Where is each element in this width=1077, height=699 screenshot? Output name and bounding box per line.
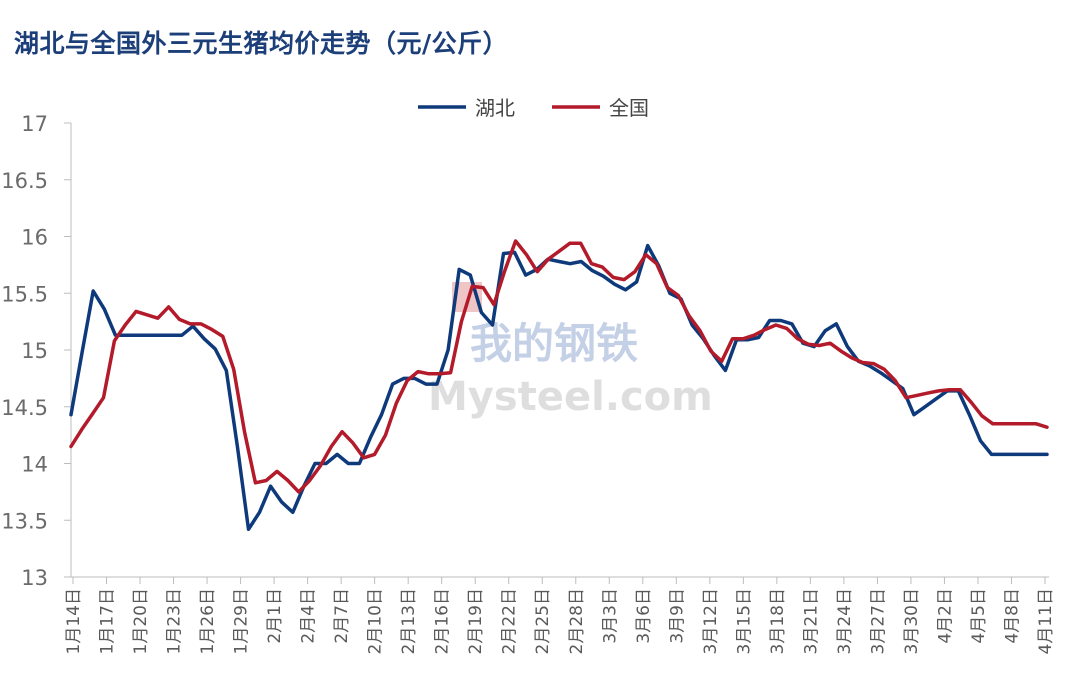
x-tick-label: 2月19日	[466, 588, 486, 654]
x-tick-label: 1月26日	[198, 588, 218, 654]
legend-label-national: 全国	[609, 96, 649, 120]
y-tick-label: 17	[21, 112, 48, 136]
x-tick-label: 3月3日	[600, 588, 620, 644]
y-tick-label: 14	[21, 453, 48, 477]
y-tick-label: 13	[21, 566, 48, 590]
x-tick-label: 1月23日	[165, 588, 185, 654]
series-line-hubei	[69, 243, 1049, 532]
x-tick-label: 1月20日	[131, 588, 151, 654]
series-group	[69, 239, 1049, 532]
x-axis: 1月14日 1月17日 1月20日 1月23日 1月26日 1月29日 2月1日 2月4日 2月…	[64, 577, 1056, 654]
x-tick-label: 3月6日	[634, 588, 654, 644]
x-tick-label: 3月30日	[902, 588, 922, 654]
x-tick-label: 2月13日	[399, 588, 419, 654]
x-tick-label: 3月21日	[801, 588, 821, 654]
y-tick-label: 16.5	[1, 169, 48, 193]
x-tick-label: 3月12日	[701, 588, 721, 654]
y-axis: 17 16.5 16 15.5 15 14.5 14 13.5 13	[1, 112, 71, 590]
x-tick-label: 2月10日	[366, 588, 386, 654]
x-tick-label: 4月2日	[935, 588, 955, 644]
x-tick-label: 2月4日	[299, 588, 319, 644]
x-tick-label: 2月22日	[500, 588, 520, 654]
legend: 湖北 全国	[418, 96, 649, 120]
chart-title: 湖北与全国外三元生猪均价走势（元/公斤）	[14, 29, 509, 58]
watermark-text-cn: 我的钢铁	[470, 319, 638, 368]
x-tick-label: 3月24日	[835, 588, 855, 654]
y-tick-label: 14.5	[1, 396, 48, 420]
x-tick-label: 3月9日	[667, 588, 687, 644]
x-tick-label: 2月16日	[433, 588, 453, 654]
watermark-text-en: Mysteel.com	[428, 374, 713, 420]
watermark: 我的钢铁 Mysteel.com	[428, 282, 713, 420]
x-tick-label: 4月11日	[1036, 588, 1056, 654]
y-tick-label: 15.5	[1, 282, 48, 306]
x-tick-label: 4月8日	[1002, 588, 1022, 644]
x-tick-label: 1月29日	[232, 588, 252, 654]
y-tick-label: 16	[21, 226, 48, 250]
x-tick-label: 4月5日	[969, 588, 989, 644]
x-tick-label: 1月17日	[98, 588, 118, 654]
x-tick-label: 2月25日	[533, 588, 553, 654]
x-tick-label: 3月27日	[868, 588, 888, 654]
y-tick-label: 13.5	[1, 509, 48, 533]
x-tick-label: 3月18日	[768, 588, 788, 654]
y-tick-label: 15	[21, 339, 48, 363]
x-tick-label: 2月28日	[567, 588, 587, 654]
x-tick-label: 3月15日	[734, 588, 754, 654]
series-line-national	[69, 239, 1049, 494]
x-tick-label: 1月14日	[64, 588, 84, 654]
x-tick-label: 2月1日	[265, 588, 285, 644]
legend-label-hubei: 湖北	[475, 96, 515, 120]
x-tick-label: 2月7日	[332, 588, 352, 644]
